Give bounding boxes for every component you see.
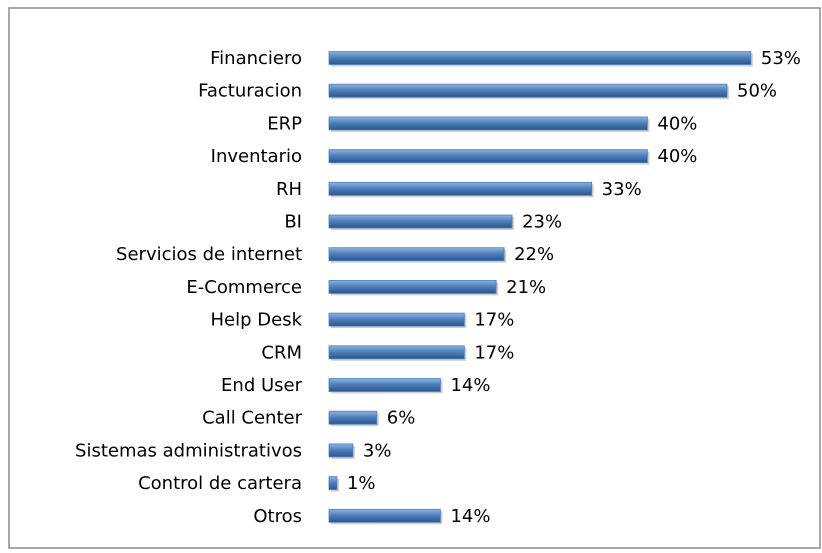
category-label: Financiero [210, 48, 302, 69]
value-label: 21% [506, 277, 546, 298]
category-label: RH [276, 179, 302, 200]
value-label: 3% [363, 440, 392, 461]
bar [328, 247, 505, 262]
value-label: 17% [474, 310, 514, 331]
category-label: Help Desk [211, 310, 303, 331]
value-label: 17% [474, 342, 514, 363]
category-label: BI [284, 212, 302, 233]
category-label: Otros [253, 506, 302, 527]
category-label: ERP [267, 113, 302, 134]
category-label: Control de cartera [138, 473, 302, 494]
value-label: 14% [450, 375, 490, 396]
bar [328, 476, 338, 491]
value-label: 50% [737, 81, 777, 102]
bar [328, 508, 441, 523]
value-label: 6% [387, 408, 416, 429]
bar [328, 312, 465, 327]
bar [328, 345, 465, 360]
value-label: 22% [514, 244, 554, 265]
category-label: End User [221, 375, 303, 396]
category-label: Servicios de internet [116, 244, 302, 265]
bar [328, 214, 513, 229]
value-label: 40% [657, 113, 697, 134]
bar [328, 181, 593, 196]
bar [328, 443, 354, 458]
value-label: 40% [657, 146, 697, 167]
bar [328, 51, 752, 65]
value-label: 53% [761, 48, 801, 69]
value-label: 1% [347, 473, 376, 494]
bar [328, 410, 378, 425]
category-label: Sistemas administrativos [75, 440, 302, 461]
chart-frame [8, 7, 821, 549]
bar [328, 279, 497, 294]
category-label: Inventario [211, 146, 302, 167]
category-label: CRM [261, 342, 302, 363]
category-label: Facturacion [198, 81, 302, 102]
bar [328, 378, 441, 392]
value-label: 23% [522, 212, 562, 233]
bar [328, 83, 728, 98]
category-label: Call Center [202, 408, 303, 429]
value-label: 33% [602, 179, 642, 200]
category-label: E-Commerce [186, 277, 302, 298]
bar [328, 149, 648, 164]
bar [328, 116, 648, 131]
value-label: 14% [450, 506, 490, 527]
